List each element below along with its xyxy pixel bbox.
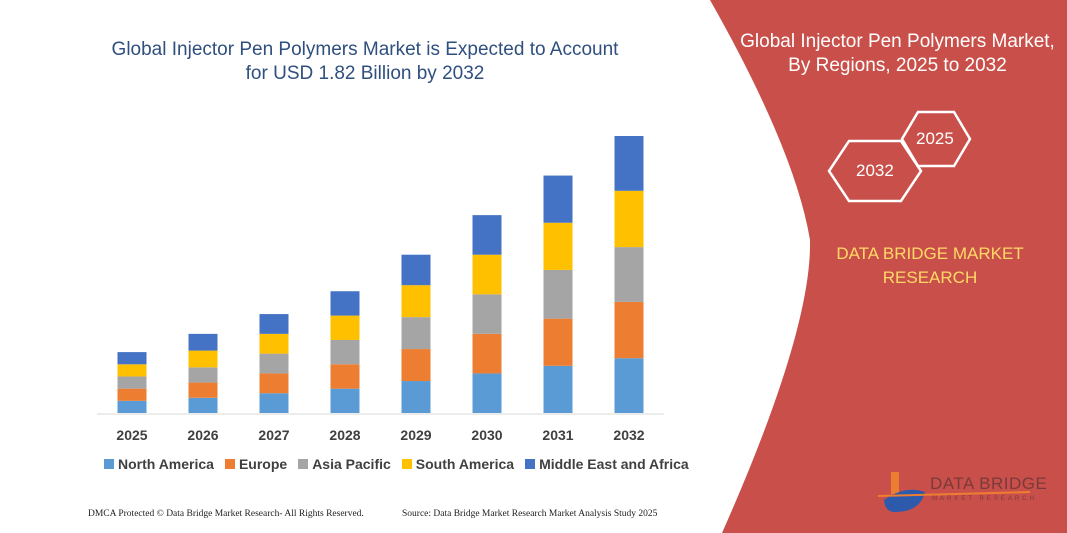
bar-segment-2027-2	[259, 353, 289, 374]
legend-swatch	[298, 459, 309, 469]
legend-swatch	[525, 459, 536, 469]
legend-label: Europe	[238, 456, 288, 472]
bar-segment-2031-1	[543, 318, 573, 366]
bar-segment-2028-2	[330, 339, 360, 365]
bar-segment-2032-3	[614, 190, 644, 248]
logo-icon	[877, 472, 1031, 512]
side-title-line-2: By Regions, 2025 to 2032	[788, 55, 1007, 76]
title-line-2: for USD 1.82 Billion by 2032	[245, 63, 485, 84]
bar-segment-2025-2	[117, 376, 147, 389]
brand-text: DATA BRIDGE MARKET RESEARCH	[800, 242, 1060, 290]
legend-swatch	[104, 459, 114, 469]
legend-item: Asia Pacific	[298, 456, 391, 472]
footer-copyright: DMCA Protected © Data Bridge Market Rese…	[88, 509, 364, 519]
bar-segment-2027-4	[259, 314, 289, 334]
logo-text: DATA BRIDGE	[930, 474, 1048, 493]
bar-segment-2028-1	[330, 364, 360, 389]
bar-segment-2029-3	[401, 285, 431, 318]
hex-label-2025: 2025	[916, 129, 954, 148]
brand-line-2: RESEARCH	[882, 268, 978, 287]
hex-2032	[827, 139, 923, 203]
bar-segment-2031-2	[543, 269, 573, 319]
x-tick-label: 2025	[116, 427, 147, 443]
side-title: Global Injector Pen Polymers Market, By …	[735, 30, 1060, 78]
legend-swatch	[224, 459, 235, 469]
hex-label-2032: 2032	[856, 161, 894, 180]
x-tick-label: 2029	[400, 427, 431, 443]
x-tick-label: 2027	[258, 427, 289, 443]
legend-item: Europe	[224, 456, 288, 472]
bar-segment-2026-2	[188, 367, 218, 383]
bar-segment-2031-3	[543, 222, 573, 270]
bar-segment-2029-0	[401, 381, 431, 413]
bar-segment-2026-1	[188, 382, 218, 398]
bar-segment-2030-1	[472, 333, 502, 374]
side-panel	[710, 0, 1067, 533]
bar-segment-2030-3	[472, 254, 502, 295]
bar-segment-2025-1	[117, 388, 147, 401]
side-title-line-1: Global Injector Pen Polymers Market,	[740, 31, 1055, 52]
logo-subtext: MARKET RESEARCH	[932, 496, 1037, 502]
bar-segment-2032-0	[614, 358, 644, 413]
bar-segment-2030-0	[472, 373, 502, 413]
bar-segment-2032-2	[614, 247, 644, 302]
bar-segment-2025-0	[117, 400, 147, 413]
legend-item: Middle East and Africa	[525, 456, 689, 472]
bar-segment-2028-3	[330, 315, 360, 340]
bar-segment-2032-1	[614, 301, 644, 359]
hex-2025	[900, 110, 972, 168]
bar-segment-2029-1	[401, 349, 431, 382]
brand-line-1: DATA BRIDGE MARKET	[836, 244, 1024, 263]
x-tick-labels: 2025 2026 2027 2028 2029 2030 2031 2032	[116, 427, 644, 443]
title-line-1: Global Injector Pen Polymers Market is E…	[111, 39, 619, 60]
bar-segment-2027-1	[259, 373, 289, 394]
bars	[117, 136, 644, 413]
x-tick-label: 2028	[329, 427, 360, 443]
x-tick-label: 2026	[187, 427, 218, 443]
x-tick-label: 2030	[471, 427, 502, 443]
legend-swatch	[401, 459, 412, 469]
bar-segment-2025-4	[117, 352, 147, 365]
bar-segment-2029-2	[401, 317, 431, 350]
bar-segment-2027-0	[259, 393, 289, 413]
bar-segment-2030-4	[472, 215, 502, 255]
legend-label: North America	[118, 456, 214, 472]
legend-item: North America	[104, 456, 214, 472]
legend-label: Asia Pacific	[312, 456, 391, 472]
bar-segment-2025-3	[117, 364, 147, 377]
bar-segment-2028-0	[330, 388, 360, 413]
bar-segment-2032-4	[614, 136, 644, 191]
chart-title: Global Injector Pen Polymers Market is E…	[60, 38, 670, 86]
legend-item: South America	[401, 456, 515, 472]
bar-segment-2026-4	[188, 333, 218, 351]
bar-segment-2030-2	[472, 294, 502, 334]
x-tick-label: 2031	[542, 427, 573, 443]
bar-segment-2029-4	[401, 254, 431, 286]
legend-label: Middle East and Africa	[539, 456, 689, 472]
bar-segment-2026-3	[188, 350, 218, 368]
bar-segment-2026-0	[188, 397, 218, 413]
legend: North America Europe Asia Pacific South Ame…	[104, 456, 689, 472]
bar-segment-2027-3	[259, 333, 289, 354]
x-tick-label: 2032	[613, 427, 644, 443]
bar-segment-2031-4	[543, 175, 573, 223]
bar-segment-2028-4	[330, 291, 360, 316]
legend-label: South America	[415, 456, 515, 472]
footer-source: Source: Data Bridge Market Research Mark…	[402, 509, 658, 519]
bar-segment-2031-0	[543, 365, 573, 413]
